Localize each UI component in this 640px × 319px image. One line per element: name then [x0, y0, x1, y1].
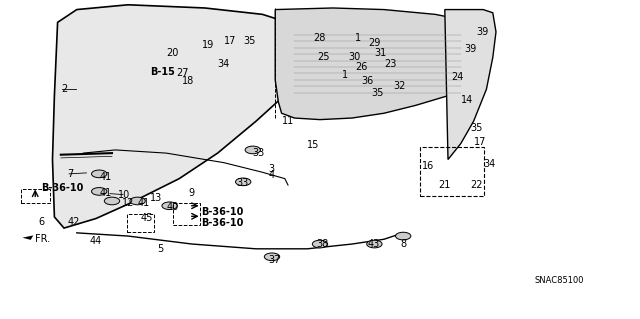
Text: 12: 12 [122, 197, 134, 208]
Text: 43: 43 [368, 239, 380, 249]
Text: 34: 34 [483, 159, 495, 169]
Text: 41: 41 [99, 188, 111, 198]
Text: 26: 26 [355, 62, 367, 72]
Text: 23: 23 [384, 59, 396, 69]
Text: 3: 3 [269, 164, 275, 174]
Text: 1: 1 [355, 33, 362, 43]
Text: 35: 35 [243, 36, 255, 47]
Text: 31: 31 [374, 48, 387, 58]
Text: 36: 36 [362, 76, 374, 86]
Text: B-15: B-15 [150, 67, 175, 77]
Text: 11: 11 [282, 116, 294, 126]
Circle shape [396, 232, 411, 240]
Text: SNAC85100: SNAC85100 [534, 276, 584, 285]
Text: FR.: FR. [35, 234, 51, 244]
Text: 35: 35 [371, 87, 383, 98]
Circle shape [92, 170, 107, 178]
Text: 41: 41 [99, 172, 111, 182]
Polygon shape [52, 5, 307, 228]
Text: 20: 20 [166, 48, 179, 58]
Text: 8: 8 [400, 239, 406, 249]
Text: 9: 9 [189, 188, 195, 198]
Text: 21: 21 [438, 180, 451, 190]
Text: 39: 39 [477, 27, 489, 37]
Text: B-36-10: B-36-10 [202, 218, 244, 228]
Text: 25: 25 [317, 52, 330, 63]
Text: 39: 39 [464, 44, 476, 55]
Text: 38: 38 [317, 239, 329, 249]
Text: 17: 17 [224, 36, 236, 47]
Bar [127, 214, 154, 232]
Text: 34: 34 [218, 59, 230, 69]
Polygon shape [22, 235, 33, 240]
Text: 29: 29 [368, 38, 380, 48]
Text: 33: 33 [253, 148, 265, 158]
Text: 40: 40 [166, 202, 179, 212]
Bar [173, 203, 200, 225]
Polygon shape [445, 10, 496, 159]
Circle shape [130, 197, 145, 205]
Text: 18: 18 [182, 76, 195, 86]
Text: 1: 1 [342, 70, 349, 80]
Text: 24: 24 [451, 71, 463, 82]
Text: B-36-10: B-36-10 [42, 183, 84, 193]
Text: B-36-10: B-36-10 [202, 207, 244, 217]
Text: 27: 27 [176, 68, 189, 78]
Text: 32: 32 [394, 81, 406, 91]
Text: 4: 4 [269, 170, 275, 181]
Text: 5: 5 [157, 244, 163, 254]
Circle shape [367, 240, 382, 248]
Text: 6: 6 [38, 217, 45, 227]
Text: 10: 10 [118, 189, 131, 200]
Text: 28: 28 [314, 33, 326, 43]
Text: 15: 15 [307, 140, 319, 150]
Circle shape [264, 253, 280, 261]
Text: 41: 41 [138, 197, 150, 208]
Polygon shape [275, 8, 486, 120]
Text: 13: 13 [150, 193, 163, 203]
Circle shape [245, 146, 260, 154]
Text: 17: 17 [474, 137, 486, 147]
Text: 19: 19 [202, 40, 214, 50]
Circle shape [162, 202, 177, 210]
Circle shape [92, 188, 107, 195]
Bar [21, 189, 50, 203]
Text: 16: 16 [422, 161, 435, 171]
Circle shape [236, 178, 251, 186]
Text: 33: 33 [237, 178, 249, 189]
Circle shape [104, 197, 120, 205]
Text: 45: 45 [141, 212, 153, 223]
Text: 44: 44 [90, 236, 102, 246]
Text: 42: 42 [67, 217, 79, 227]
Text: 22: 22 [470, 180, 483, 190]
Text: 14: 14 [461, 95, 473, 106]
Text: 30: 30 [349, 52, 361, 63]
Circle shape [312, 240, 328, 248]
Text: 37: 37 [269, 255, 281, 265]
Text: 2: 2 [61, 84, 67, 94]
Text: 35: 35 [470, 122, 483, 133]
Text: 7: 7 [67, 169, 74, 179]
Bar [420, 147, 484, 196]
